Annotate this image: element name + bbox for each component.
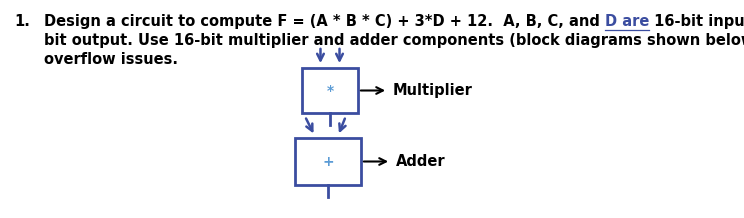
Text: Multiplier: Multiplier [393, 83, 473, 98]
Text: 1.: 1. [14, 14, 30, 29]
Text: bit output. Use 16-bit multiplier and adder components (block diagrams shown bel: bit output. Use 16-bit multiplier and ad… [44, 33, 744, 48]
Text: Adder: Adder [396, 154, 446, 169]
Text: +: + [322, 155, 334, 169]
Text: *: * [327, 83, 333, 97]
Text: overflow issues.: overflow issues. [44, 52, 178, 67]
Text: D are: D are [605, 14, 650, 29]
Bar [302, 68, 358, 113]
Bar [295, 138, 361, 185]
Text: 16-bit inputs, and F is a 16-: 16-bit inputs, and F is a 16- [650, 14, 744, 29]
Text: Design a circuit to compute F = (A * B * C) + 3*D + 12.  A, B, C, and: Design a circuit to compute F = (A * B *… [44, 14, 605, 29]
